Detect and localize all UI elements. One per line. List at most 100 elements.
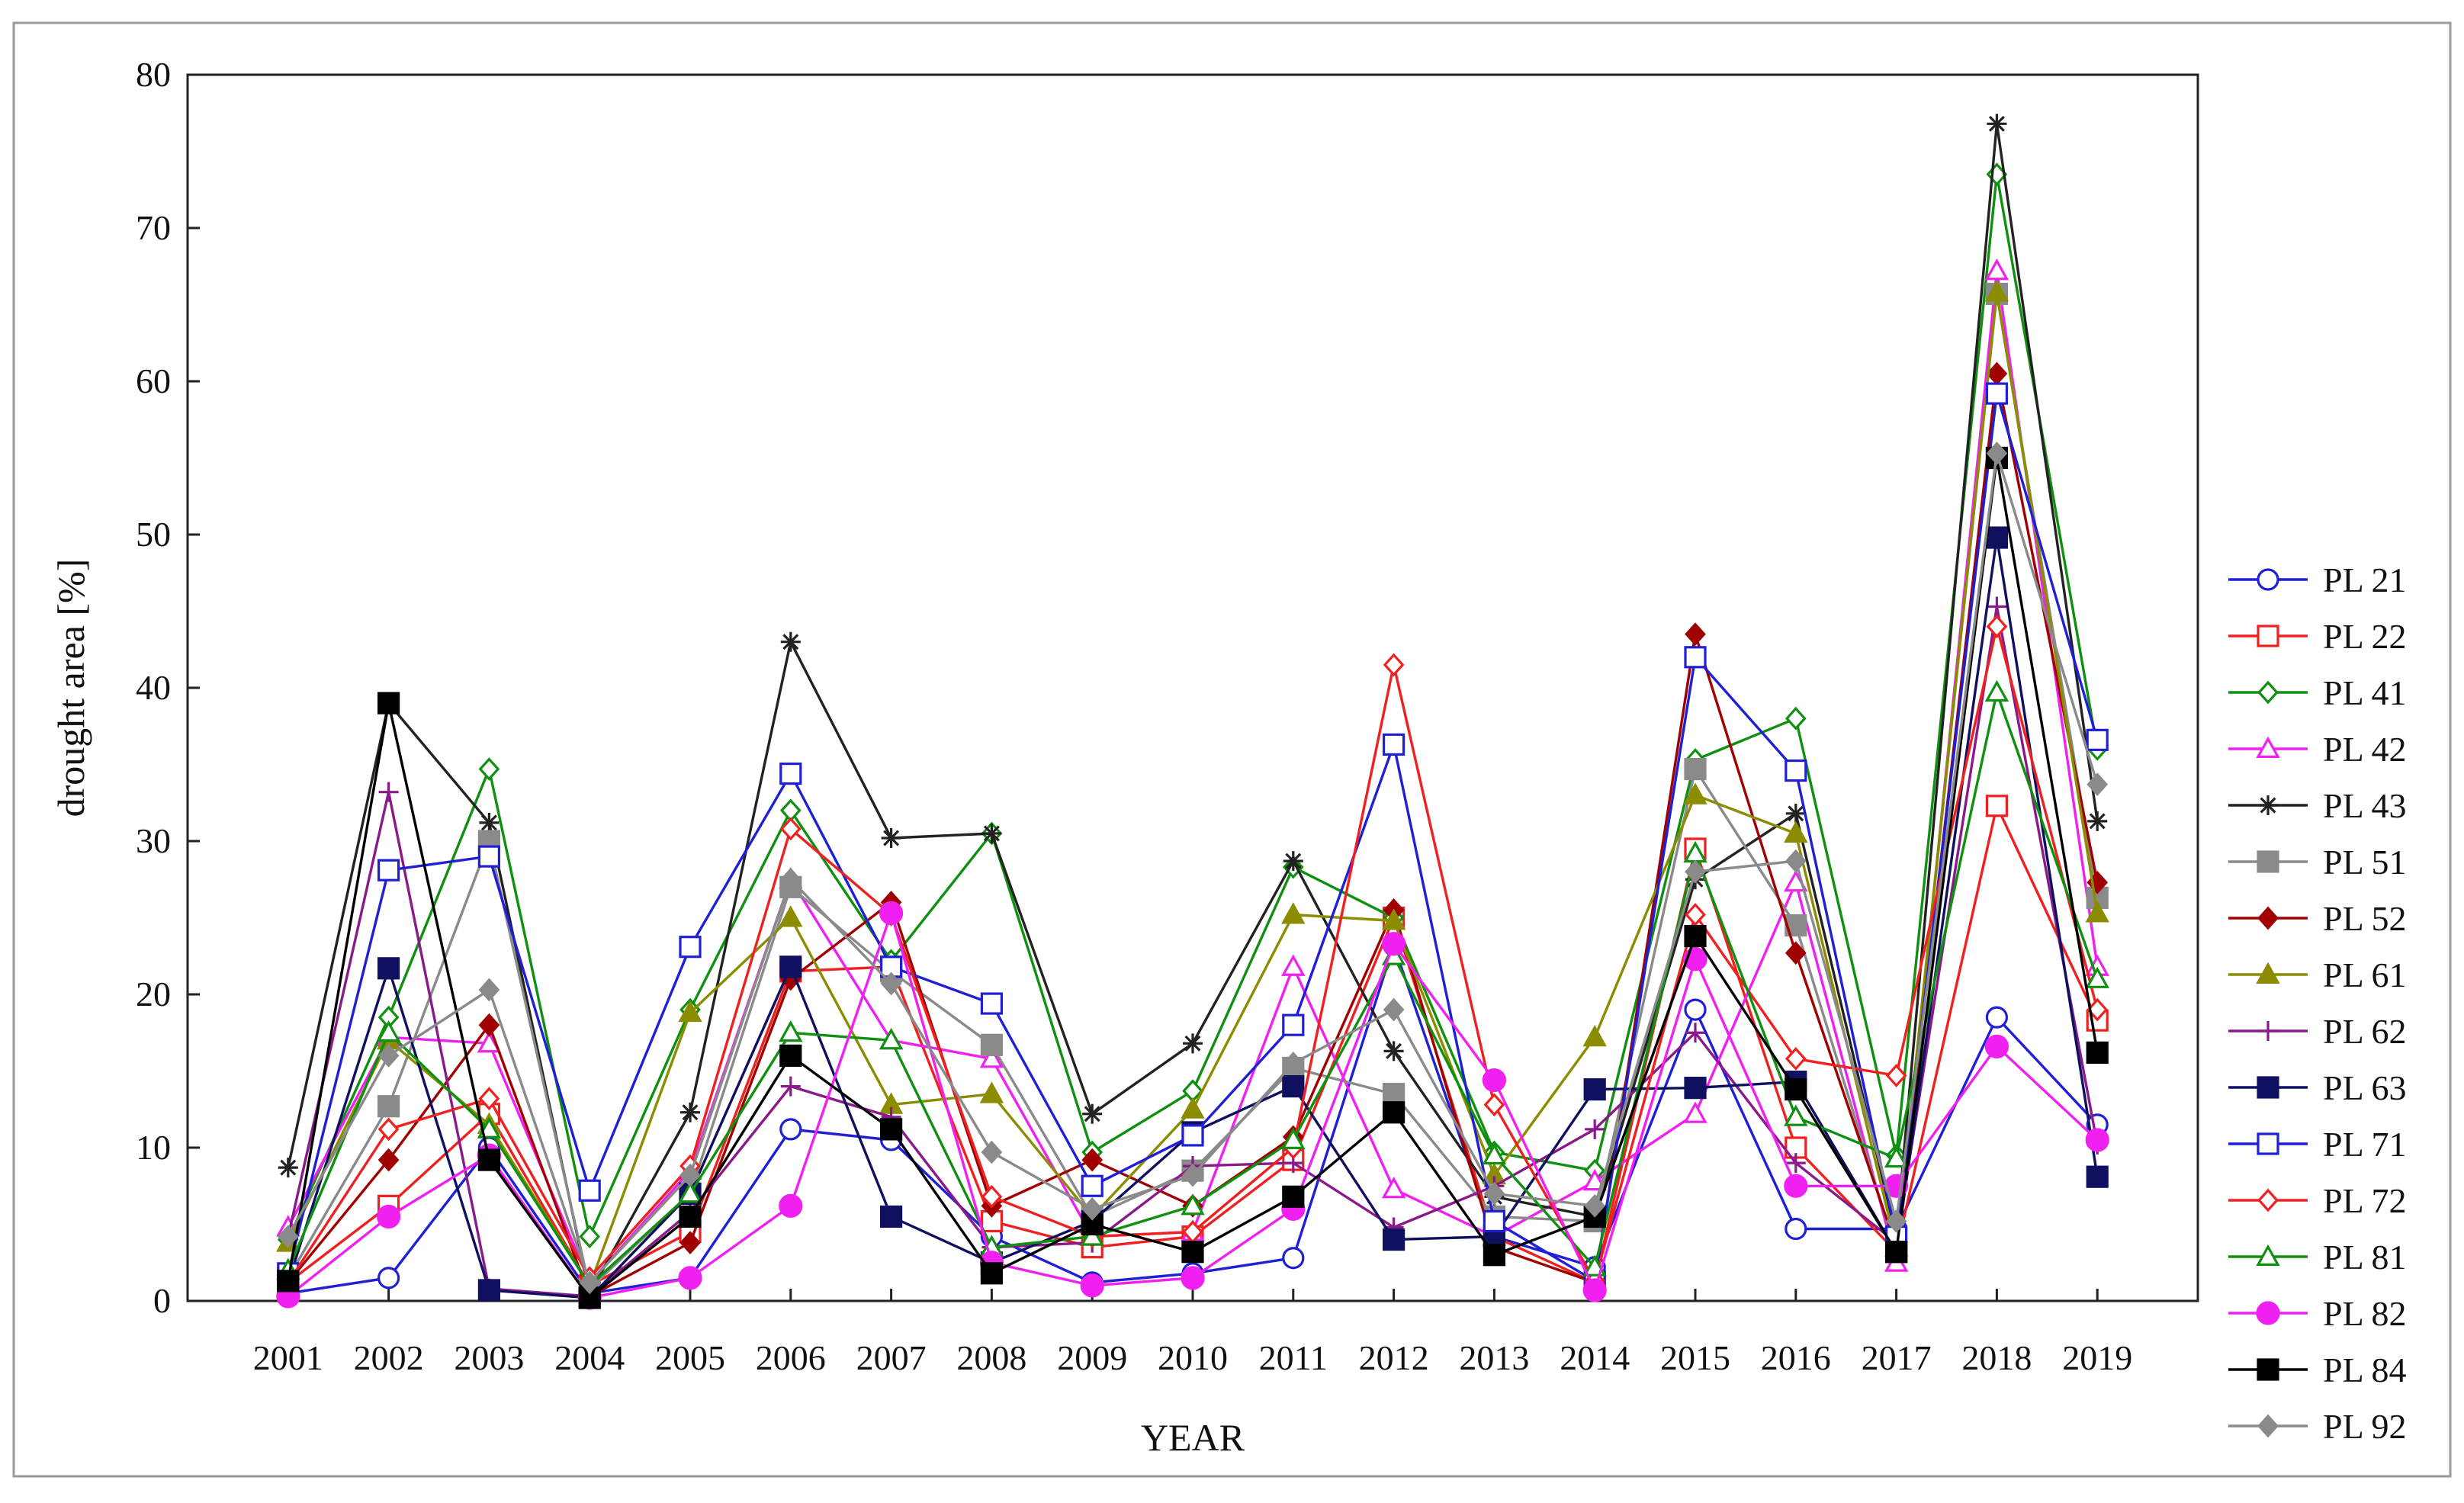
- series-pl-92-point: [2087, 772, 2109, 797]
- legend-marker: [2257, 1414, 2279, 1438]
- series-pl-92-point: [1081, 1197, 1103, 1221]
- series-pl-81-point: [376, 1020, 401, 1042]
- series-pl-81-point: [1181, 1193, 1205, 1216]
- legend-marker: [2257, 1076, 2279, 1099]
- series-pl-92-point: [1383, 997, 1405, 1022]
- series-pl-92-point: [579, 1270, 601, 1295]
- series-pl-84-point: [1885, 1241, 1908, 1264]
- series-pl-42-point: [1984, 258, 2009, 281]
- series-pl-61-point: [678, 1000, 702, 1023]
- series-pl-92-point: [377, 1044, 400, 1068]
- x-tick-label: 2019: [2062, 1338, 2132, 1377]
- legend-item-pl-22: PL 22: [2228, 617, 2406, 656]
- legend-label: PL 52: [2323, 899, 2406, 938]
- legend-marker: [2257, 1188, 2279, 1212]
- series-pl-82-point: [779, 1193, 803, 1218]
- series-pl-51-point: [980, 1033, 1004, 1056]
- series-pl-43-point: [1183, 1033, 1203, 1054]
- series-pl-84: [277, 446, 2109, 1309]
- x-tick-label: 2018: [1961, 1338, 2032, 1377]
- series-pl-43-point: [680, 1102, 700, 1122]
- series-pl-92-point: [277, 1225, 299, 1248]
- legend-marker: [2256, 1244, 2280, 1267]
- series-pl-72-point: [1483, 1093, 1505, 1117]
- series-pl-81-point: [1784, 1104, 1808, 1126]
- series-pl-51-point: [1684, 757, 1707, 781]
- series-pl-71-point: [1081, 1174, 1103, 1197]
- legend-label: PL 71: [2323, 1125, 2406, 1164]
- series-pl-61-point: [1683, 782, 1707, 804]
- series-pl-43-point: [1987, 114, 2007, 134]
- legend-marker: [2257, 850, 2279, 873]
- series-pl-61-point: [1582, 1024, 1607, 1047]
- legend-label: PL 63: [2323, 1068, 2406, 1107]
- legend: PL 21 PL 22 PL 41 PL 42 PL 43 PL 51 PL 52 PL 61…: [2228, 560, 2406, 1446]
- legend-marker: [2256, 962, 2280, 984]
- series-pl-92-point: [1986, 442, 2008, 465]
- series-pl-63-point: [779, 955, 802, 978]
- series-pl-72-point: [377, 1117, 400, 1142]
- legend-item-pl-41: PL 41: [2228, 673, 2406, 712]
- legend-marker: [2258, 1021, 2278, 1041]
- series-pl-92-point: [779, 867, 802, 891]
- series-pl-82-point: [678, 1266, 702, 1290]
- x-tick-label: 2007: [856, 1338, 927, 1377]
- series-pl-71-point: [578, 1179, 601, 1202]
- series-pl-84-point: [679, 1205, 702, 1228]
- series-pl-92-point: [679, 1163, 701, 1187]
- series-pl-21-point: [1282, 1247, 1305, 1270]
- outer-frame: [12, 21, 2452, 1478]
- series-pl-82-point: [879, 901, 904, 926]
- series-pl-62-point: [378, 782, 399, 802]
- series-pl-43-point: [881, 827, 901, 848]
- series-pl-71-point: [1985, 382, 2008, 405]
- series-pl-62-point: [780, 1076, 801, 1097]
- legend-marker: [2257, 1132, 2279, 1155]
- series-pl-81-point: [779, 1020, 803, 1042]
- x-tick-label: 2012: [1359, 1338, 1429, 1377]
- series-pl-84-point: [1382, 1101, 1405, 1124]
- legend-item-pl-72: PL 72: [2228, 1181, 2406, 1220]
- series-pl-52-point: [679, 1231, 701, 1255]
- series-pl-52-point: [1785, 941, 1807, 965]
- series-pl-43-point: [1383, 1041, 1404, 1061]
- y-tick-label: 40: [136, 668, 171, 707]
- series-pl-71-point: [377, 859, 400, 882]
- series-pl-42-point: [477, 1031, 502, 1053]
- series-pl-21-point: [779, 1118, 802, 1141]
- legend-marker: [2258, 795, 2278, 815]
- legend-label: PL 51: [2323, 843, 2406, 882]
- series-pl-92-point: [1483, 1181, 1505, 1206]
- legend-label: PL 81: [2323, 1238, 2406, 1277]
- series-pl-81-point: [1984, 679, 2009, 702]
- x-tick-label: 2005: [655, 1338, 725, 1377]
- series-pl-43-point: [780, 631, 801, 652]
- x-axis: 2001 2002 2003 2004 2005 2006 2007 2008 2009 2010…: [253, 1289, 2132, 1377]
- series-pl-61-point: [1381, 908, 1406, 930]
- series-pl-63-point: [1985, 526, 2008, 549]
- legend-marker: [2257, 568, 2279, 591]
- series-pl-43-point: [1082, 1103, 1103, 1124]
- series-pl-63-point: [879, 1205, 903, 1228]
- y-tick-label: 80: [136, 55, 171, 94]
- legend-label: PL 82: [2323, 1294, 2406, 1333]
- series-pl-61-point: [779, 905, 803, 927]
- series-pl-84-point: [377, 692, 400, 715]
- series-pl-21-point: [1684, 998, 1707, 1021]
- series-pl-82-point: [1784, 1174, 1808, 1198]
- x-tick-label: 2009: [1057, 1338, 1127, 1377]
- series-pl-84-point: [1282, 1185, 1305, 1208]
- series-pl-62-point: [1585, 1119, 1605, 1139]
- x-tick-label: 2016: [1761, 1338, 1831, 1377]
- y-tick-label: 60: [136, 361, 171, 400]
- legend-label: PL 92: [2323, 1407, 2406, 1446]
- series-pl-42-point: [1381, 1176, 1406, 1199]
- series-pl-41-point: [579, 1225, 601, 1248]
- series-pl-63-point: [477, 1279, 501, 1302]
- series-pl-92-point: [478, 978, 500, 1002]
- x-tick-label: 2015: [1660, 1338, 1730, 1377]
- x-tick-label: 2001: [253, 1338, 323, 1377]
- series-pl-72-point: [1383, 653, 1405, 677]
- x-tick-label: 2014: [1560, 1338, 1630, 1377]
